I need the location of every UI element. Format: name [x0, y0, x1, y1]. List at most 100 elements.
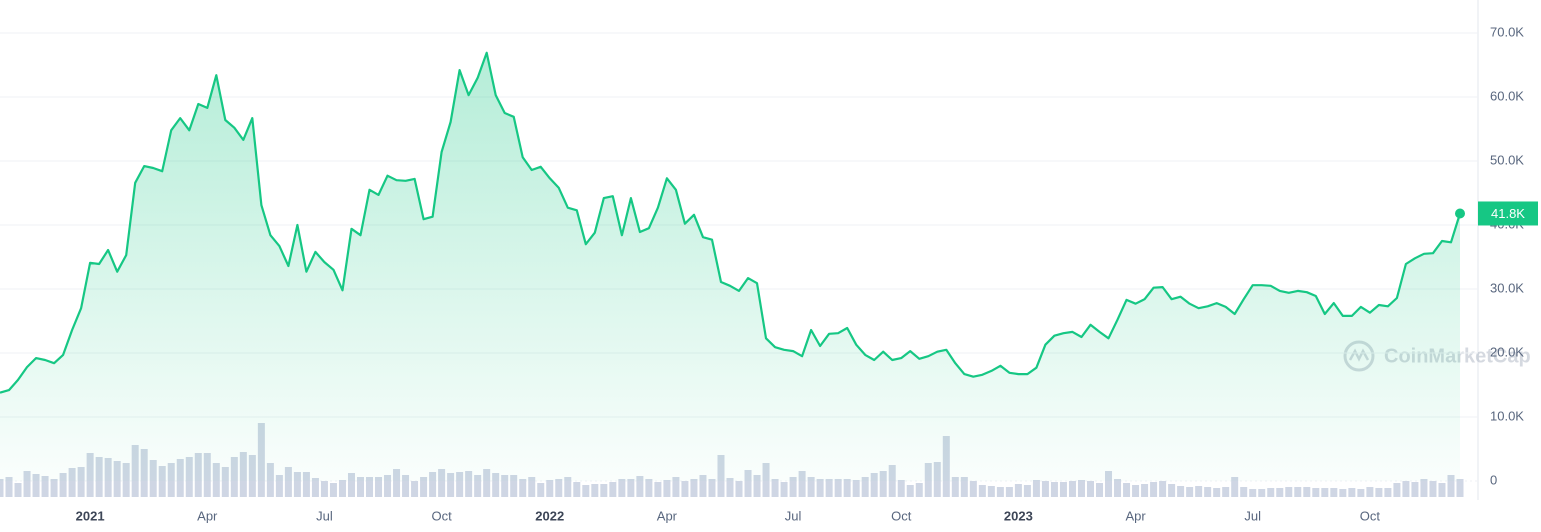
- volume-bar: [870, 473, 878, 497]
- volume-bar: [735, 481, 743, 497]
- volume-bar: [402, 475, 410, 497]
- volume-bar: [221, 467, 229, 497]
- volume-bar: [329, 483, 337, 497]
- volume-bar: [1276, 488, 1284, 497]
- volume-bar: [555, 479, 563, 497]
- volume-bar: [906, 485, 914, 497]
- volume-bar: [293, 472, 301, 497]
- volume-bar: [311, 478, 319, 497]
- y-tick-label: 60.0K: [1490, 88, 1524, 103]
- x-tick-label: Jul: [316, 508, 333, 523]
- volume-bar: [834, 479, 842, 497]
- volume-bar: [465, 471, 473, 497]
- x-tick-label: Apr: [1125, 508, 1146, 523]
- x-tick-label: Oct: [1360, 508, 1381, 523]
- volume-bar: [1420, 479, 1428, 497]
- volume-bar: [528, 477, 536, 497]
- volume-bar: [1086, 481, 1094, 497]
- volume-bar: [1041, 481, 1049, 497]
- volume-bar: [366, 477, 374, 497]
- volume-bar: [1096, 483, 1104, 497]
- volume-bar: [356, 477, 364, 497]
- volume-bar: [1330, 488, 1338, 497]
- volume-bar: [609, 482, 617, 497]
- volume-bar: [5, 477, 13, 497]
- volume-bar: [915, 483, 923, 497]
- volume-bar: [1240, 487, 1248, 497]
- y-tick-label: 0: [1490, 472, 1497, 487]
- volume-bar: [1384, 488, 1392, 497]
- volume-bar: [726, 478, 734, 497]
- volume-bar: [1213, 488, 1221, 497]
- y-tick-label: 20.0K: [1490, 344, 1524, 359]
- volume-bar: [987, 486, 995, 497]
- volume-bar: [1123, 483, 1131, 497]
- volume-bar: [1375, 488, 1383, 497]
- y-tick-label: 50.0K: [1490, 152, 1524, 167]
- volume-bar: [23, 471, 31, 497]
- volume-bar: [320, 481, 328, 497]
- volume-bar: [780, 482, 788, 497]
- volume-bar: [951, 477, 959, 497]
- volume-bar: [582, 485, 590, 497]
- volume-bar: [1050, 482, 1058, 497]
- volume-bar: [618, 479, 626, 497]
- volume-bar: [1366, 487, 1374, 497]
- volume-bar: [564, 477, 572, 497]
- volume-bar: [438, 469, 446, 497]
- volume-bar: [1195, 486, 1203, 497]
- x-tick-label: Oct: [431, 508, 452, 523]
- x-tick-label: Apr: [197, 508, 218, 523]
- volume-bar: [1032, 480, 1040, 497]
- volume-bar: [1068, 481, 1076, 497]
- price-badge-label: 41.8K: [1491, 206, 1525, 221]
- volume-bar: [753, 475, 761, 497]
- volume-bar: [347, 473, 355, 497]
- volume-bar: [1429, 481, 1437, 497]
- volume-bar: [456, 472, 464, 497]
- volume-bar: [969, 481, 977, 497]
- volume-bar: [852, 480, 860, 497]
- volume-bar: [681, 481, 689, 497]
- volume-bar: [825, 479, 833, 497]
- volume-bar: [654, 482, 662, 497]
- volume-bar: [77, 467, 85, 497]
- volume-bar: [996, 487, 1004, 497]
- volume-bar: [690, 479, 698, 497]
- volume-bar: [1168, 484, 1176, 497]
- volume-bar: [501, 475, 509, 497]
- volume-bar: [861, 477, 869, 497]
- volume-bar: [1114, 479, 1122, 497]
- volume-bar: [537, 483, 545, 497]
- price-line: [0, 51, 1462, 394]
- volume-bar: [420, 477, 428, 497]
- volume-bar: [0, 479, 4, 497]
- volume-bar: [492, 473, 500, 497]
- volume-bar: [1267, 488, 1275, 497]
- volume-bar: [510, 475, 518, 497]
- last-price-dot: [1455, 208, 1465, 219]
- volume-bar: [1132, 485, 1140, 497]
- x-tick-label: 2023: [1004, 508, 1033, 523]
- volume-bar: [384, 475, 392, 497]
- volume-bar: [50, 479, 58, 497]
- volume-bar: [798, 471, 806, 497]
- volume-bar: [302, 472, 310, 497]
- volume-bar: [663, 480, 671, 497]
- volume-bar: [645, 479, 653, 497]
- volume-bar: [41, 476, 49, 497]
- volume-bar: [429, 472, 437, 497]
- x-tick-label: Jul: [785, 508, 802, 523]
- y-tick-label: 10.0K: [1490, 408, 1524, 423]
- volume-bar: [1204, 487, 1212, 497]
- x-tick-label: Apr: [657, 508, 678, 523]
- volume-bar: [744, 470, 752, 497]
- volume-bar: [771, 479, 779, 497]
- volume-bar: [1249, 489, 1257, 497]
- volume-bar: [1150, 482, 1158, 497]
- volume-bar: [474, 475, 482, 497]
- volume-bar: [1141, 484, 1149, 497]
- volume-bar: [158, 466, 166, 497]
- volume-bar: [1177, 486, 1185, 497]
